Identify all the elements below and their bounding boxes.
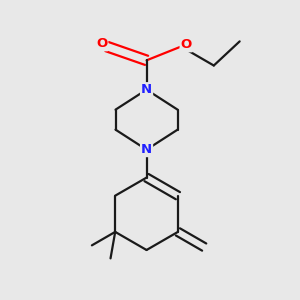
Text: N: N [141,83,152,96]
Text: O: O [181,38,192,51]
Text: N: N [141,143,152,156]
Text: O: O [96,37,107,50]
